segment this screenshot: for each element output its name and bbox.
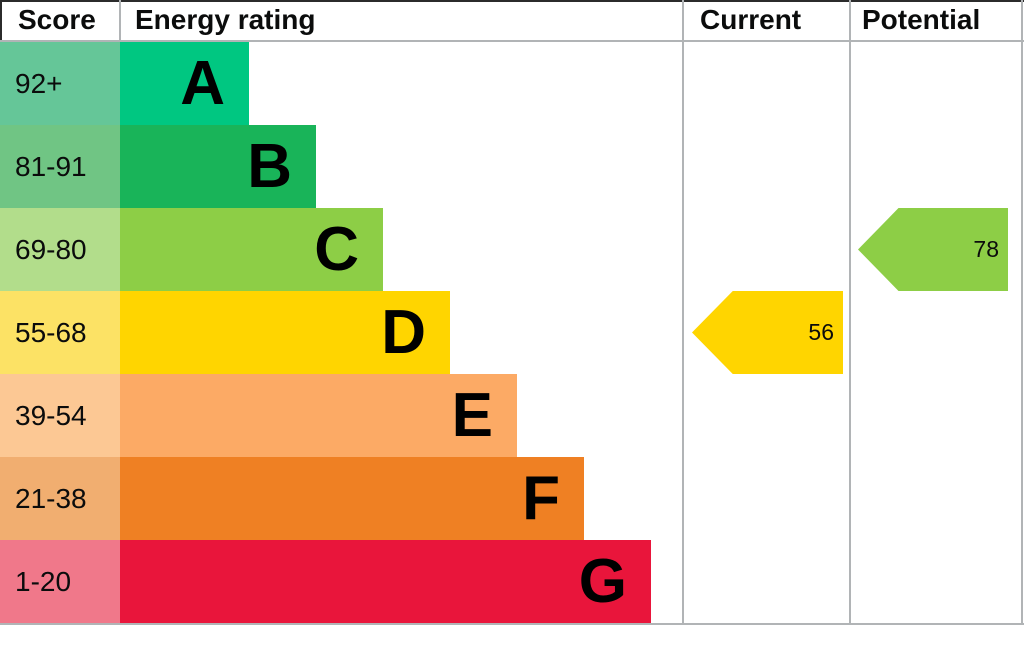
table-top-border bbox=[0, 0, 1024, 2]
band-score-label: 92+ bbox=[15, 67, 63, 99]
band-letter: D bbox=[381, 297, 426, 367]
band-bar: F bbox=[120, 457, 584, 540]
header-left-border bbox=[0, 0, 2, 40]
band-letter: B bbox=[247, 131, 292, 201]
epc-band-row: 55-68 D bbox=[0, 291, 1024, 374]
band-letter: C bbox=[314, 214, 359, 284]
band-letter: F bbox=[522, 463, 560, 533]
band-score-label: 39-54 bbox=[15, 399, 87, 431]
header-energy-rating: Energy rating bbox=[135, 4, 316, 35]
band-bar: B bbox=[120, 125, 316, 208]
band-letter: E bbox=[451, 380, 493, 450]
band-score-cell: 81-91 bbox=[0, 125, 120, 208]
table-right-border bbox=[1021, 0, 1023, 623]
header-current: Current bbox=[700, 4, 802, 35]
header-bottom-border bbox=[0, 40, 1024, 42]
potential-column-divider bbox=[849, 0, 851, 623]
band-score-cell: 92+ bbox=[0, 42, 120, 125]
band-bar: E bbox=[120, 374, 517, 457]
band-score-cell: 21-38 bbox=[0, 457, 120, 540]
potential-rating-value: 78 bbox=[973, 236, 999, 262]
epc-band-row: 81-91 B bbox=[0, 125, 1024, 208]
epc-band-row: 39-54 E bbox=[0, 374, 1024, 457]
current-rating-value: 56 bbox=[808, 319, 834, 345]
band-score-label: 21-38 bbox=[15, 482, 87, 514]
band-score-cell: 39-54 bbox=[0, 374, 120, 457]
band-score-cell: 1-20 bbox=[0, 540, 120, 623]
band-letter: A bbox=[180, 48, 225, 118]
epc-band-row: 1-20 G bbox=[0, 540, 1024, 623]
band-bar: G bbox=[120, 540, 651, 623]
score-column-divider bbox=[119, 0, 121, 40]
band-letter: G bbox=[578, 546, 627, 616]
band-score-label: 55-68 bbox=[15, 316, 87, 348]
current-column-divider bbox=[682, 0, 684, 623]
band-bar: C bbox=[120, 208, 383, 291]
band-score-label: 69-80 bbox=[15, 233, 87, 265]
header-score: Score bbox=[18, 4, 96, 35]
epc-band-row: 21-38 F bbox=[0, 457, 1024, 540]
epc-band-row: 92+ A bbox=[0, 42, 1024, 125]
header-potential: Potential bbox=[862, 4, 981, 35]
band-score-cell: 69-80 bbox=[0, 208, 120, 291]
band-score-label: 81-91 bbox=[15, 150, 87, 182]
band-bar: A bbox=[120, 42, 249, 125]
band-score-cell: 55-68 bbox=[0, 291, 120, 374]
band-score-label: 1-20 bbox=[15, 565, 72, 597]
epc-band-row: 69-80 C bbox=[0, 208, 1024, 291]
table-bottom-border bbox=[0, 623, 1024, 625]
band-bar: D bbox=[120, 291, 450, 374]
